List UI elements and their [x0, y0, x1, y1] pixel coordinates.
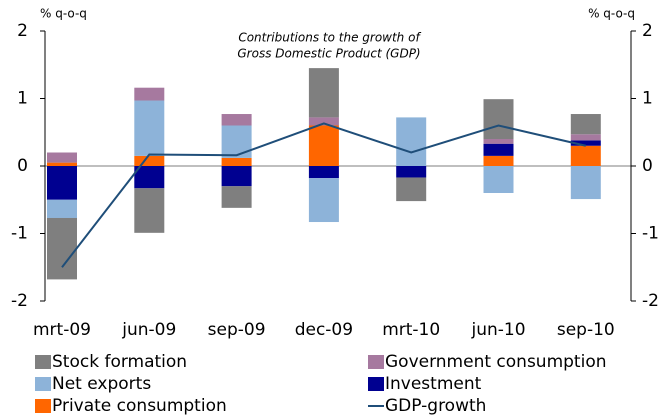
bar-segment	[570, 140, 601, 146]
bar-segment	[134, 155, 165, 166]
y-tick-label: -2	[11, 291, 28, 311]
bar-segment	[47, 166, 77, 200]
x-tick-label: sep-09	[208, 320, 266, 340]
legend-swatch	[35, 399, 51, 413]
chart-title: Contributions to the growth of	[238, 31, 421, 45]
bar-segment	[308, 166, 339, 179]
bar-segment	[47, 152, 77, 163]
y2-tick-label: -2	[642, 291, 659, 311]
bar-segment	[47, 199, 77, 218]
bar-segment	[483, 166, 514, 193]
y-tick-label: 2	[17, 21, 28, 41]
bar-segment	[308, 178, 339, 223]
legend-label: Net exports	[52, 374, 151, 394]
bar-segment	[308, 125, 339, 166]
legend-label: Stock formation	[52, 352, 187, 372]
bar-segment	[570, 134, 601, 141]
legend-swatch	[35, 355, 51, 369]
x-tick-label: mrt-09	[33, 320, 91, 340]
bar-segment	[483, 155, 514, 166]
bar-segment	[221, 125, 252, 158]
y-axis-label: % q-o-q	[40, 7, 87, 21]
y-tick-label: 0	[17, 156, 28, 176]
chart-title: Gross Domestic Product (GDP)	[237, 47, 420, 61]
legend-label: Investment	[385, 374, 482, 394]
y-tick-label: 1	[17, 89, 28, 109]
gdp-line	[61, 122, 587, 268]
legend-swatch	[35, 377, 51, 391]
x-tick-label: dec-09	[295, 320, 353, 340]
bar-segment	[396, 177, 427, 202]
bar-segment	[570, 114, 601, 135]
y-tick-label: -1	[11, 224, 28, 244]
bar-segment	[308, 68, 339, 118]
bar-segment	[221, 186, 252, 208]
x-tick-label: mrt-10	[382, 320, 440, 340]
legend-label: GDP-growth	[385, 396, 486, 416]
bar-segment	[570, 166, 601, 200]
bar-segment	[483, 99, 514, 139]
y2-tick-label: 2	[642, 21, 653, 41]
bar-segment	[134, 188, 165, 233]
bar-segment	[221, 166, 252, 187]
x-tick-label: jun-09	[121, 320, 176, 340]
bar-segment	[396, 117, 427, 166]
y2-tick-label: 1	[642, 89, 653, 109]
bar-segment	[134, 100, 165, 156]
bar-segment	[221, 114, 252, 126]
bar-segment	[308, 117, 339, 126]
bar-segment	[47, 217, 77, 280]
y2-tick-label: 0	[642, 156, 653, 176]
bar-segment	[570, 145, 601, 166]
y2-tick-label: -1	[642, 224, 659, 244]
bar-segment	[221, 157, 252, 166]
bar-segment	[396, 166, 427, 178]
bar-segment	[483, 139, 514, 144]
legend-swatch	[368, 377, 384, 391]
bar-segment	[134, 87, 165, 101]
x-tick-label: jun-10	[470, 320, 525, 340]
x-tick-label: sep-10	[557, 320, 615, 340]
legend-swatch	[368, 355, 384, 369]
legend-label: Government consumption	[385, 352, 607, 372]
bar-segment	[134, 166, 165, 189]
bar-segment	[47, 162, 77, 166]
bar-segment	[483, 143, 514, 156]
legend-label: Private consumption	[52, 396, 227, 416]
y2-axis-label: % q-o-q	[588, 7, 635, 21]
